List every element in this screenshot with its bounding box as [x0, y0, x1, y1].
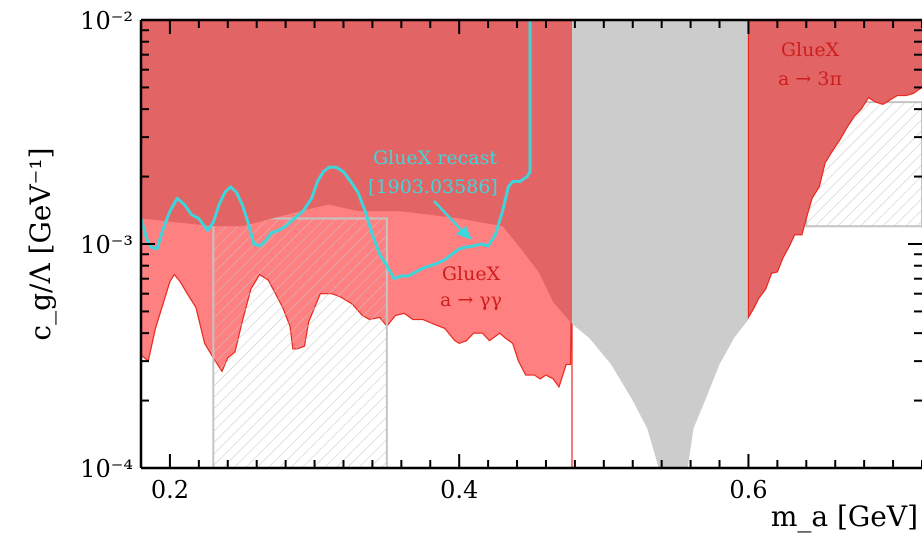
y-axis-label: c_g/Λ [GeV⁻¹] — [24, 147, 57, 340]
annotation-recast-arrow — [433, 200, 466, 235]
y-tick-label: 10⁻² — [80, 7, 133, 35]
annotation-gluex-gg: GlueX a → γγ — [440, 263, 502, 311]
annotation-gg-line1: GlueX — [442, 263, 501, 285]
area-gluex-3pi — [748, 20, 922, 318]
plot-area — [141, 20, 922, 468]
tick-labels: 0.2 0.4 0.6 10⁻⁴ 10⁻³ 10⁻² — [80, 7, 767, 504]
area-dark-band — [141, 20, 572, 324]
annotation-gluex-3pi: GlueX a → 3π — [778, 39, 842, 90]
recast-curve — [141, 20, 532, 281]
x-tick-label: 0.4 — [440, 476, 478, 504]
annotation-recast-arrowhead — [456, 226, 472, 240]
annotation-gg-line2: a → γγ — [440, 289, 502, 311]
annotation-recast-line2: [1903.03586] — [368, 176, 498, 198]
exclusion-regions — [141, 20, 922, 468]
annotation-3pi-line2: a → 3π — [778, 68, 842, 90]
area-grey-band — [571, 20, 749, 468]
annotation-recast: GlueX recast [1903.03586] — [368, 147, 498, 240]
x-axis-label: m_a [GeV] — [771, 500, 918, 533]
x-tick-label: 0.2 — [151, 476, 189, 504]
y-tick-label: 10⁻⁴ — [80, 455, 133, 483]
hatched-region-1 — [213, 218, 387, 468]
hatched-region-1-border — [212, 217, 388, 468]
annotation-recast-line1: GlueX recast — [373, 147, 497, 169]
x-tick-label: 0.6 — [729, 476, 767, 504]
line-gluex-recast — [141, 20, 532, 281]
tick-marks — [140, 19, 922, 469]
y-tick-label: 10⁻³ — [80, 231, 133, 259]
annotation-3pi-line1: GlueX — [781, 39, 840, 61]
area-gluex-3pi-edge — [747, 20, 922, 320]
